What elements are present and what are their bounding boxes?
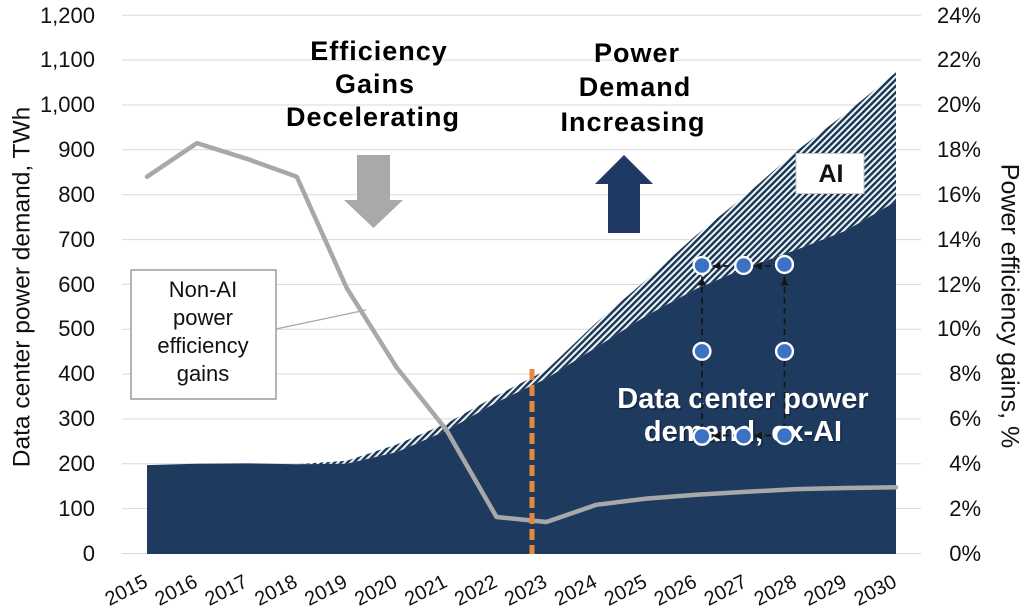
- svg-text:Data center power demand, TWh: Data center power demand, TWh: [9, 107, 36, 467]
- svg-text:22%: 22%: [937, 47, 981, 72]
- svg-text:8%: 8%: [949, 361, 981, 386]
- svg-text:1,200: 1,200: [40, 3, 95, 28]
- svg-text:Gains: Gains: [335, 69, 415, 99]
- svg-text:600: 600: [58, 272, 95, 297]
- svg-text:Demand: Demand: [579, 72, 692, 102]
- svg-text:800: 800: [58, 182, 95, 207]
- svg-text:power: power: [173, 305, 233, 330]
- svg-text:1,000: 1,000: [40, 92, 95, 117]
- svg-text:efficiency: efficiency: [157, 333, 248, 358]
- svg-text:6%: 6%: [949, 406, 981, 431]
- svg-text:200: 200: [58, 451, 95, 476]
- svg-text:20%: 20%: [937, 92, 981, 117]
- svg-text:700: 700: [58, 227, 95, 252]
- svg-text:10%: 10%: [937, 316, 981, 341]
- svg-text:Non-AI: Non-AI: [169, 277, 237, 302]
- svg-text:2%: 2%: [949, 496, 981, 521]
- svg-text:100: 100: [58, 496, 95, 521]
- svg-text:0%: 0%: [949, 541, 981, 566]
- svg-text:Data center power: Data center power: [619, 385, 870, 417]
- svg-text:900: 900: [58, 137, 95, 162]
- svg-text:400: 400: [58, 361, 95, 386]
- svg-text:500: 500: [58, 316, 95, 341]
- svg-text:Power efficiency gains, %: Power efficiency gains, %: [996, 164, 1024, 448]
- svg-text:12%: 12%: [937, 272, 981, 297]
- svg-text:Decelerating: Decelerating: [286, 102, 460, 132]
- svg-text:4%: 4%: [949, 451, 981, 476]
- svg-text:Power: Power: [594, 38, 680, 68]
- svg-text:1,100: 1,100: [40, 47, 95, 72]
- svg-text:Increasing: Increasing: [560, 107, 705, 137]
- svg-text:300: 300: [58, 406, 95, 431]
- svg-text:Data center power: Data center power: [617, 383, 868, 415]
- svg-text:16%: 16%: [937, 182, 981, 207]
- svg-text:AI: AI: [819, 160, 844, 188]
- svg-text:gains: gains: [177, 361, 230, 386]
- svg-text:18%: 18%: [937, 137, 981, 162]
- svg-text:Efficiency: Efficiency: [310, 36, 448, 66]
- svg-text:14%: 14%: [937, 227, 981, 252]
- svg-text:0: 0: [83, 541, 95, 566]
- svg-text:24%: 24%: [937, 3, 981, 28]
